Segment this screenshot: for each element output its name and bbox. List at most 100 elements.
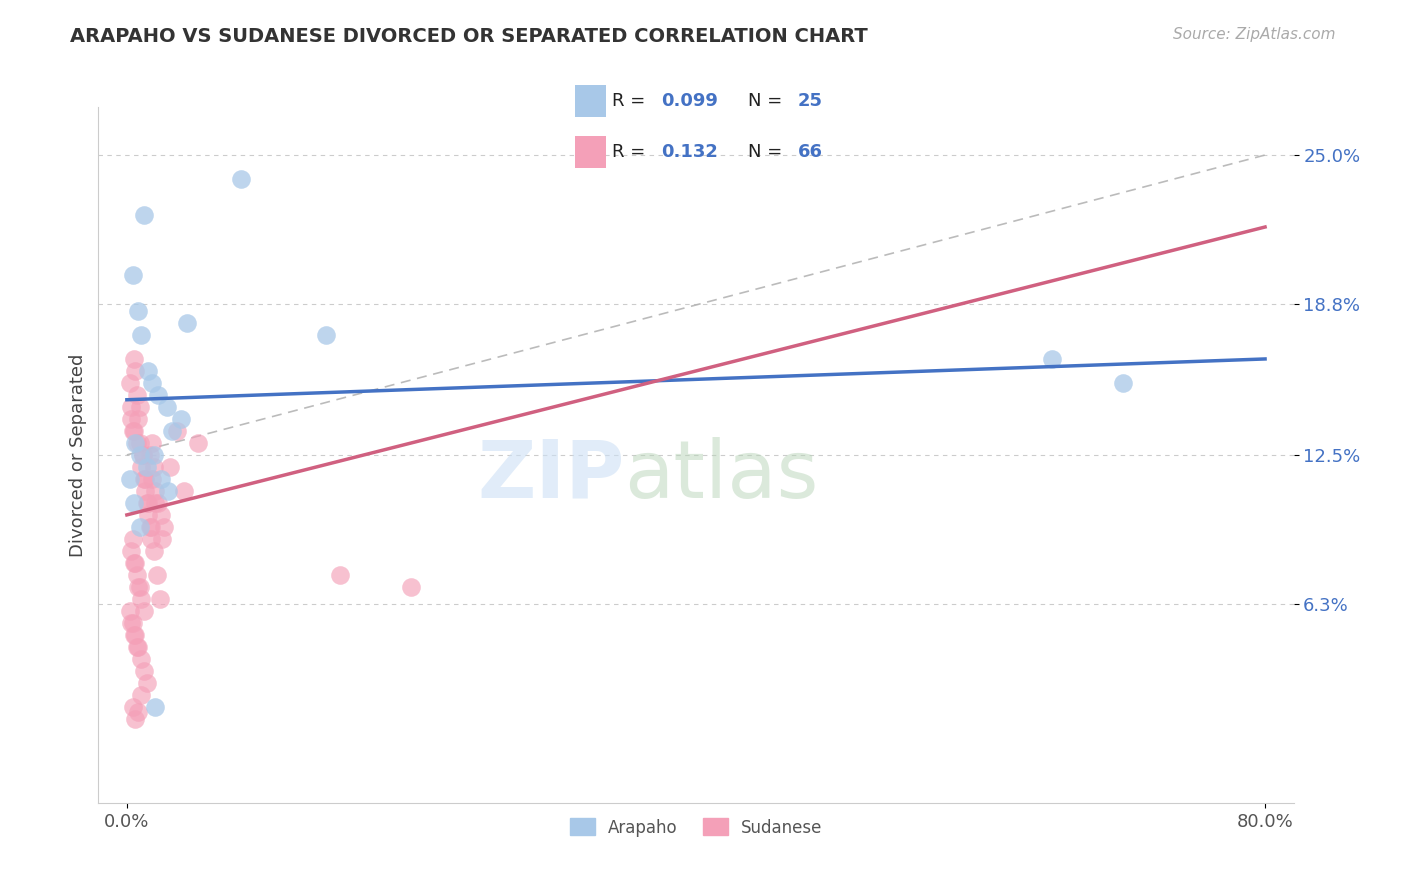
- Point: [125, 388, 148, 402]
- Point: [125, 436, 148, 450]
- Point: [162, 424, 184, 438]
- Point: [142, 544, 165, 558]
- Text: R =: R =: [612, 143, 651, 161]
- Point: [128, 400, 150, 414]
- Point: [135, 676, 157, 690]
- Text: atlas: atlas: [624, 437, 818, 515]
- Point: [141, 436, 163, 450]
- Point: [125, 567, 148, 582]
- Y-axis label: Divorced or Separated: Divorced or Separated: [69, 353, 87, 557]
- Point: [1040, 351, 1063, 366]
- Point: [129, 688, 152, 702]
- Point: [134, 472, 156, 486]
- Point: [128, 436, 150, 450]
- Point: [143, 496, 166, 510]
- Point: [131, 448, 153, 462]
- Point: [135, 459, 157, 474]
- Point: [138, 520, 160, 534]
- Point: [127, 580, 149, 594]
- Point: [129, 591, 152, 606]
- Point: [124, 556, 146, 570]
- Point: [139, 532, 162, 546]
- Text: 66: 66: [797, 143, 823, 161]
- Point: [401, 580, 423, 594]
- Point: [170, 412, 193, 426]
- Point: [148, 496, 170, 510]
- Point: [121, 615, 143, 630]
- Point: [132, 664, 155, 678]
- Point: [156, 400, 179, 414]
- Text: Source: ZipAtlas.com: Source: ZipAtlas.com: [1173, 27, 1336, 42]
- Point: [141, 472, 163, 486]
- Text: N =: N =: [748, 143, 787, 161]
- Point: [329, 567, 352, 582]
- Point: [120, 400, 142, 414]
- Point: [121, 532, 143, 546]
- Point: [120, 544, 142, 558]
- Point: [129, 459, 152, 474]
- Point: [122, 628, 145, 642]
- Point: [121, 699, 143, 714]
- Point: [315, 328, 337, 343]
- Point: [141, 376, 163, 390]
- Point: [153, 520, 176, 534]
- Text: ARAPAHO VS SUDANESE DIVORCED OR SEPARATED CORRELATION CHART: ARAPAHO VS SUDANESE DIVORCED OR SEPARATE…: [70, 27, 868, 45]
- Text: 0.099: 0.099: [661, 93, 718, 111]
- Point: [129, 328, 152, 343]
- Text: ZIP: ZIP: [477, 437, 624, 515]
- Point: [132, 472, 155, 486]
- Text: R =: R =: [612, 93, 651, 111]
- Point: [124, 436, 146, 450]
- Point: [135, 496, 157, 510]
- Legend: Arapaho, Sudanese: Arapaho, Sudanese: [562, 812, 830, 843]
- Point: [173, 483, 195, 498]
- Point: [145, 567, 167, 582]
- Point: [148, 388, 170, 402]
- Point: [142, 459, 165, 474]
- Point: [122, 424, 145, 438]
- Point: [152, 532, 174, 546]
- Point: [143, 699, 166, 714]
- Point: [121, 424, 143, 438]
- Point: [134, 483, 156, 498]
- Text: 25: 25: [797, 93, 823, 111]
- Text: 0.132: 0.132: [661, 143, 718, 161]
- Point: [128, 580, 150, 594]
- Point: [187, 436, 209, 450]
- Point: [150, 472, 173, 486]
- Point: [132, 604, 155, 618]
- Bar: [575, 86, 606, 118]
- Point: [136, 496, 159, 510]
- Bar: [575, 136, 606, 168]
- Point: [142, 448, 165, 462]
- Point: [118, 376, 141, 390]
- Point: [166, 424, 188, 438]
- Point: [128, 448, 150, 462]
- Point: [120, 615, 142, 630]
- Point: [136, 508, 159, 522]
- Point: [120, 412, 142, 426]
- Point: [157, 483, 180, 498]
- Point: [122, 496, 145, 510]
- Point: [127, 640, 149, 654]
- Point: [124, 364, 146, 378]
- Point: [136, 364, 159, 378]
- Point: [127, 705, 149, 719]
- Point: [128, 520, 150, 534]
- Point: [127, 412, 149, 426]
- Point: [149, 591, 172, 606]
- Point: [132, 208, 155, 222]
- Point: [229, 172, 252, 186]
- Point: [150, 508, 173, 522]
- Point: [127, 304, 149, 318]
- Point: [124, 712, 146, 726]
- Point: [125, 640, 148, 654]
- Point: [129, 652, 152, 666]
- Point: [122, 351, 145, 366]
- Point: [139, 520, 162, 534]
- Point: [118, 604, 141, 618]
- Point: [1112, 376, 1135, 390]
- Point: [131, 448, 153, 462]
- Text: N =: N =: [748, 93, 787, 111]
- Point: [118, 472, 141, 486]
